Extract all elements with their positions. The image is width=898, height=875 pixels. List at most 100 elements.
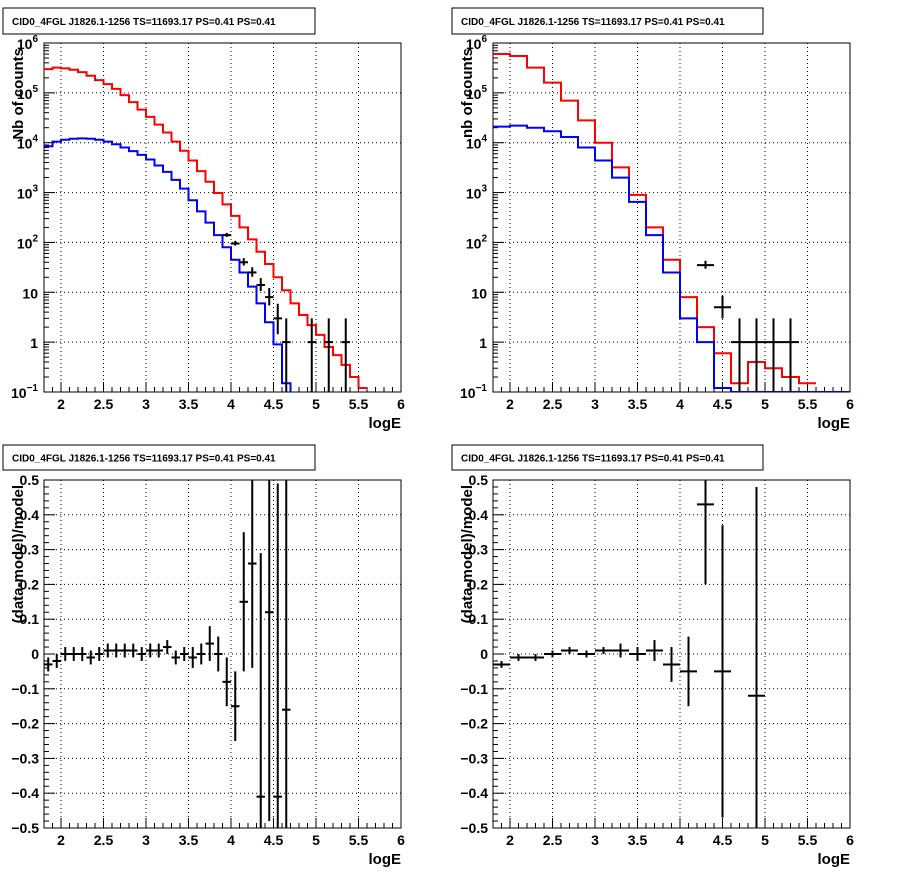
- x-tick-label: 5: [312, 832, 320, 848]
- residual-point: [714, 525, 731, 818]
- y-tick-label: 10−1: [460, 383, 487, 401]
- plot-content: [493, 480, 765, 828]
- residual-point: [578, 650, 595, 658]
- residual-point: [188, 647, 197, 668]
- data-point: [697, 260, 714, 269]
- data-point: [256, 278, 265, 291]
- residual-point: [612, 643, 629, 658]
- data-point: [731, 318, 748, 392]
- residual-point: [273, 483, 282, 828]
- model-histogram-red: [44, 66, 367, 390]
- data-point: [714, 295, 731, 319]
- residual-point: [222, 657, 231, 707]
- residual-point: [52, 654, 61, 668]
- title-box: [451, 444, 764, 471]
- x-tick-label: 2: [57, 396, 65, 412]
- x-tick-label: 2: [57, 832, 65, 848]
- data-point: [239, 258, 248, 266]
- title-box: [2, 7, 316, 35]
- plot-content: [493, 53, 850, 392]
- y-tick-label: −0.2: [11, 716, 39, 732]
- residual-point: [129, 643, 138, 658]
- x-tick-label: 2.5: [543, 832, 563, 848]
- residual-point: [120, 643, 129, 658]
- residual-point: [95, 647, 104, 661]
- y-tick-label: 103: [466, 184, 488, 202]
- data-point: [324, 318, 333, 392]
- x-axis-title: logE: [818, 415, 851, 432]
- residual-point: [86, 650, 95, 665]
- x-axis-title: logE: [369, 415, 402, 432]
- chart-panel-3: CID0_4FGL J1826.1-1256 TS=11693.17 PS=0.…: [2, 444, 405, 868]
- residual-point: [561, 647, 578, 654]
- data-point: [222, 232, 231, 237]
- y-tick-label: 106: [17, 34, 39, 52]
- chart-title: CID0_4FGL J1826.1-1256 TS=11693.17 PS=0.…: [461, 454, 725, 465]
- x-tick-label: 4.5: [264, 832, 284, 848]
- y-tick-label: 0.3: [20, 542, 40, 558]
- y-tick-label: 0.5: [469, 472, 489, 488]
- x-tick-label: 4: [676, 396, 684, 412]
- residual-point: [680, 636, 697, 707]
- y-axis-title: nb of counts: [459, 48, 476, 138]
- title-box: [451, 7, 764, 35]
- chart-panel-1: CID0_4FGL J1826.1-1256 TS=11693.17 PS=0.…: [2, 7, 405, 432]
- y-tick-label: 1: [479, 335, 487, 351]
- x-tick-label: 3.5: [179, 396, 199, 412]
- x-tick-label: 4.5: [713, 396, 733, 412]
- y-tick-label: 1: [30, 335, 38, 351]
- y-tick-label: 102: [17, 233, 39, 251]
- residual-point: [103, 643, 112, 658]
- data-point: [748, 318, 765, 392]
- residual-point: [282, 480, 291, 828]
- x-tick-label: 3: [591, 396, 599, 412]
- y-tick-label: 0: [480, 646, 488, 662]
- y-tick-label: 104: [466, 134, 488, 152]
- y-tick-label: 106: [466, 34, 488, 52]
- residual-point: [663, 647, 680, 682]
- data-point: [273, 303, 282, 335]
- x-tick-label: 3.5: [628, 396, 648, 412]
- x-axis-title: logE: [369, 851, 402, 868]
- y-tick-label: 102: [466, 233, 488, 251]
- x-tick-label: 3.5: [179, 832, 199, 848]
- y-tick-label: 0.4: [20, 507, 40, 523]
- chart-title: CID0_4FGL J1826.1-1256 TS=11693.17 PS=0.…: [12, 17, 276, 28]
- residual-point: [527, 654, 544, 661]
- residual-point: [595, 647, 612, 654]
- y-tick-label: 0.5: [20, 472, 40, 488]
- residual-point: [197, 643, 206, 665]
- x-tick-label: 2.5: [94, 832, 114, 848]
- y-tick-label: 103: [17, 184, 39, 202]
- residual-point: [146, 643, 155, 658]
- x-tick-label: 3: [142, 396, 150, 412]
- y-tick-label: −0.1: [460, 681, 488, 697]
- y-tick-label: 0.1: [469, 611, 489, 627]
- y-axis-title: Nb of counts: [10, 48, 27, 140]
- residual-point: [239, 532, 248, 672]
- title-box: [2, 444, 316, 471]
- x-tick-label: 5.5: [798, 832, 818, 848]
- data-point: [307, 318, 316, 392]
- x-tick-label: 3.5: [628, 832, 648, 848]
- x-tick-label: 3: [142, 832, 150, 848]
- y-tick-label: −0.3: [460, 750, 488, 766]
- data-point: [248, 267, 257, 277]
- y-tick-label: −0.4: [460, 785, 488, 801]
- y-axis-title: (data-model)/model: [459, 485, 476, 623]
- y-tick-label: −0.4: [11, 785, 39, 801]
- y-tick-label: −0.1: [11, 681, 39, 697]
- x-tick-label: 5: [761, 396, 769, 412]
- x-tick-label: 6: [397, 396, 405, 412]
- residual-point: [137, 647, 146, 661]
- y-tick-label: 10: [22, 285, 38, 301]
- residual-point: [163, 640, 172, 654]
- x-tick-label: 6: [846, 396, 854, 412]
- x-tick-label: 4: [227, 396, 235, 412]
- plot-content: [44, 480, 291, 828]
- x-tick-label: 6: [846, 832, 854, 848]
- model-histogram-blue: [44, 137, 292, 392]
- x-tick-label: 5.5: [798, 396, 818, 412]
- chart-title: CID0_4FGL J1826.1-1256 TS=11693.17 PS=0.…: [12, 454, 276, 465]
- y-tick-label: 0.4: [469, 507, 489, 523]
